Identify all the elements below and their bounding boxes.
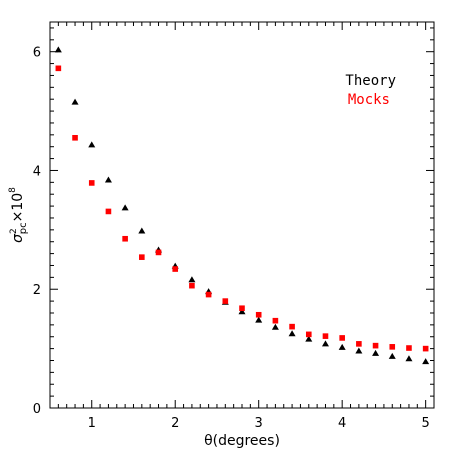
y-tick-label: 2 [33, 283, 41, 298]
mocks-point [105, 208, 112, 215]
y-axis-label: σ2pc×108 [8, 187, 29, 243]
x-tick-label: 5 [422, 416, 430, 431]
y-tick-label: 0 [33, 402, 41, 417]
legend-entry-mocks: Mocks [348, 92, 390, 108]
mocks-point [189, 282, 195, 289]
mocks-point [239, 305, 245, 312]
mocks-point [372, 342, 379, 349]
theory-point [238, 308, 246, 315]
x-tick-label: 1 [88, 416, 96, 431]
data-points [54, 46, 430, 365]
theory-point [305, 335, 313, 342]
axis-tick-labels: 1 2 3 4 5 0 2 4 6 [33, 46, 430, 431]
theory-point [188, 276, 196, 283]
mocks-point [55, 65, 62, 72]
theory-point [288, 330, 296, 337]
theory-point [271, 323, 279, 330]
y-label-sub: pc [18, 222, 29, 234]
legend-entry-theory: Theory [345, 73, 396, 89]
theory-point [321, 340, 329, 347]
y-label-times: ×10 [10, 193, 26, 223]
theory-point [104, 176, 112, 183]
mocks-point [222, 298, 229, 304]
mocks-point [139, 254, 145, 260]
svg-text:σ2pc×108: σ2pc×108 [8, 187, 29, 243]
mocks-point [305, 331, 312, 338]
mocks-point [289, 323, 295, 330]
y-label-sup: 2 [9, 228, 19, 234]
mocks-point [88, 180, 95, 186]
mocks-point [272, 317, 279, 324]
mocks-point [155, 249, 162, 256]
theory-point [121, 204, 129, 211]
x-tick-label: 4 [338, 416, 346, 431]
y-tick-label: 4 [33, 164, 41, 179]
mocks-point [205, 291, 212, 298]
mocks-point [122, 235, 128, 242]
theory-point [405, 355, 413, 362]
x-tick-label: 2 [171, 416, 179, 431]
mocks-point [406, 345, 412, 351]
theory-point [54, 46, 62, 53]
theory-point [88, 141, 96, 148]
theory-point [338, 343, 346, 350]
mocks-point [389, 344, 396, 350]
theory-point [372, 349, 380, 356]
theory-point [355, 347, 363, 354]
mocks-point [322, 333, 329, 339]
theory-point [71, 98, 79, 105]
axis-ticks [49, 22, 434, 409]
x-tick-label: 3 [255, 416, 263, 431]
theory-point [388, 352, 396, 359]
mocks-point [255, 311, 262, 318]
theory-point [255, 316, 263, 323]
theory-point [422, 358, 430, 365]
theory-point [138, 227, 146, 234]
mocks-point [422, 345, 429, 352]
y-tick-label: 6 [33, 46, 41, 61]
y-label-sigma: σ [10, 233, 26, 243]
mocks-point [339, 335, 345, 341]
x-axis-label: θ(degrees) [204, 433, 280, 449]
legend: Theory Mocks [345, 73, 396, 108]
mocks-point [72, 135, 78, 141]
mocks-point [172, 266, 179, 272]
y-label-exp: 8 [8, 187, 18, 193]
mocks-point [356, 341, 362, 347]
